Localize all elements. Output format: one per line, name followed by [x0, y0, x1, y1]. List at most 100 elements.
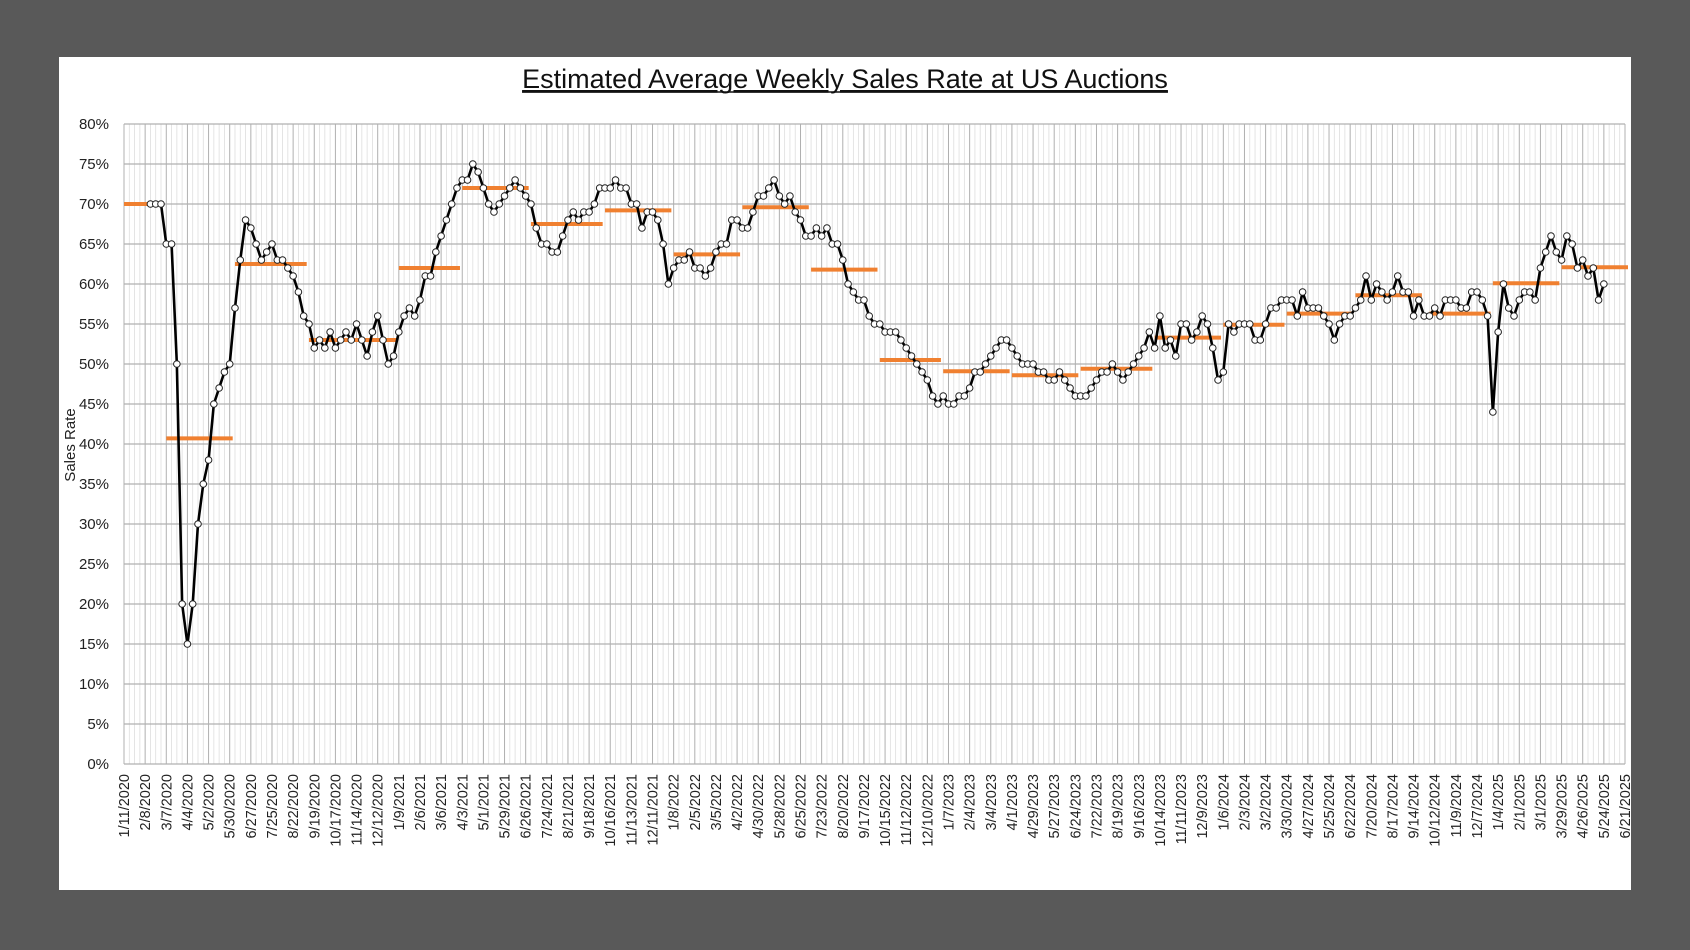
data-point	[1055, 368, 1064, 376]
data-point	[712, 248, 720, 256]
data-point	[897, 336, 905, 344]
data-point	[516, 184, 525, 192]
x-tick-label: 11/9/2024	[1449, 774, 1465, 837]
data-point	[632, 200, 641, 208]
x-tick-label: 12/7/2024	[1470, 774, 1486, 839]
data-point	[1230, 328, 1238, 336]
x-tick-label: 9/18/2021	[582, 774, 598, 839]
x-tick-label: 2/5/2022	[688, 774, 704, 830]
data-point	[1526, 288, 1534, 296]
data-point	[506, 184, 514, 192]
y-tick-label: 10%	[79, 676, 109, 693]
y-tick-label: 55%	[79, 316, 109, 333]
data-point	[1129, 360, 1138, 368]
x-tick-label: 6/25/2022	[794, 774, 810, 839]
data-point	[585, 208, 593, 216]
x-tick-label: 10/12/2024	[1428, 774, 1444, 847]
data-point	[1552, 248, 1561, 256]
x-tick-label: 10/16/2021	[603, 774, 619, 847]
data-point	[865, 312, 874, 320]
y-tick-label: 40%	[79, 436, 109, 453]
data-point	[1356, 296, 1365, 304]
x-tick-label: 5/1/2021	[476, 774, 492, 830]
data-point	[1335, 320, 1344, 328]
x-tick-label: 3/4/2023	[984, 774, 1000, 830]
sales-rate-chart: Estimated Average Weekly Sales Rate at U…	[62, 64, 1631, 847]
data-point	[1272, 304, 1280, 312]
data-point	[521, 192, 530, 200]
data-point	[1436, 312, 1444, 320]
x-tick-label: 1/8/2022	[667, 774, 683, 830]
data-point	[934, 400, 942, 408]
data-point	[817, 232, 826, 240]
x-tick-label: 5/29/2021	[498, 774, 514, 839]
y-tick-label: 45%	[79, 396, 109, 413]
data-point	[1378, 288, 1386, 296]
data-point	[426, 272, 435, 280]
data-point	[1563, 232, 1571, 240]
data-point	[1504, 304, 1513, 312]
data-point	[965, 384, 974, 392]
data-point	[1346, 312, 1354, 320]
x-ticks: 1/11/2020 2/8/2020 3/7/2020 4/4/2020 5/2/202…	[117, 774, 1631, 847]
data-point	[215, 384, 223, 392]
data-point	[532, 224, 541, 232]
x-tick-label: 5/24/2025	[1597, 774, 1613, 839]
data-point	[1171, 352, 1180, 360]
data-point	[225, 360, 234, 368]
x-tick-label: 5/2/2020	[202, 774, 218, 830]
data-point	[1541, 248, 1550, 256]
data-point	[1452, 296, 1460, 304]
data-point	[442, 216, 451, 224]
data-point	[384, 360, 393, 368]
x-tick-label: 11/12/2022	[899, 774, 915, 846]
data-point	[1060, 376, 1069, 384]
data-point	[1293, 312, 1302, 320]
data-point	[347, 336, 356, 344]
data-point	[262, 248, 271, 256]
x-tick-label: 6/22/2024	[1343, 774, 1359, 839]
data-point	[907, 352, 916, 360]
data-point	[252, 240, 260, 248]
data-point	[368, 328, 377, 336]
data-point	[1600, 280, 1608, 288]
data-point	[1362, 272, 1370, 280]
data-point	[939, 392, 948, 400]
data-point	[405, 304, 414, 312]
data-point	[410, 312, 419, 320]
data-point	[416, 296, 424, 304]
x-tick-label: 5/30/2020	[223, 774, 239, 839]
data-point	[860, 296, 868, 304]
data-point	[1002, 336, 1011, 344]
data-point	[1314, 304, 1323, 312]
data-point	[706, 264, 715, 272]
y-tick-label: 30%	[79, 516, 109, 533]
data-point	[590, 200, 599, 208]
data-point	[1425, 312, 1434, 320]
x-tick-label: 10/17/2020	[328, 774, 344, 847]
chart-panel: Estimated Average Weekly Sales Rate at U…	[59, 57, 1631, 890]
data-point	[1198, 312, 1206, 320]
data-point	[511, 176, 519, 184]
y-tick-label: 0%	[87, 756, 109, 773]
data-point	[918, 368, 926, 376]
x-tick-label: 7/24/2021	[540, 774, 556, 839]
data-point	[1214, 376, 1222, 384]
data-point	[331, 344, 340, 352]
data-point	[321, 344, 329, 352]
data-point	[875, 320, 884, 328]
data-point	[823, 224, 831, 232]
data-point	[1478, 296, 1487, 304]
data-point	[400, 312, 408, 320]
y-tick-label: 35%	[79, 476, 109, 493]
x-tick-label: 9/19/2020	[307, 774, 323, 839]
x-tick-label: 5/27/2023	[1047, 774, 1063, 839]
data-point	[1124, 368, 1132, 376]
data-point	[648, 208, 657, 216]
data-point	[960, 392, 969, 400]
data-point	[1193, 328, 1201, 336]
x-tick-label: 4/1/2023	[1005, 774, 1021, 830]
data-point	[484, 200, 493, 208]
x-tick-label: 1/11/2020	[117, 774, 133, 837]
x-tick-label: 7/25/2020	[265, 774, 281, 839]
